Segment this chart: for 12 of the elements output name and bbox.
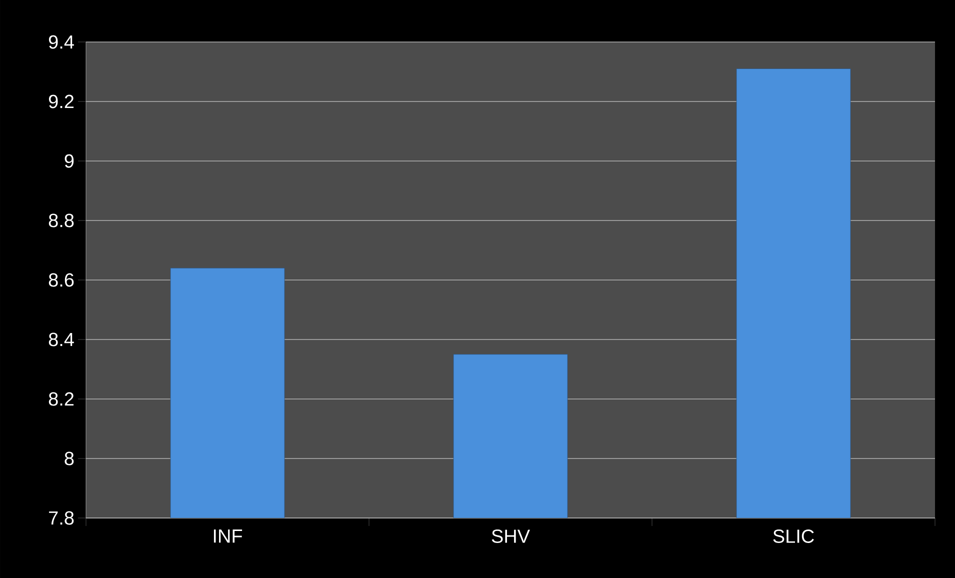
y-tick-label: 7.8 [49,511,74,525]
y-tick-label: 9.2 [48,94,74,108]
x-tick-label: INF [214,530,242,543]
y-tick-label: 8.8 [48,214,74,228]
y-tick-label: 8 [64,452,74,466]
y-tick-label: 8.6 [48,273,74,287]
y-tick-label: 8.4 [48,332,74,346]
x-tick-label: SLIC [773,530,814,543]
x-tick-label: SHV [492,530,530,543]
y-tick-label: 8.2 [48,392,74,406]
y-tick-label: 9.4 [48,35,74,49]
y-tick-label: 9 [64,154,74,168]
